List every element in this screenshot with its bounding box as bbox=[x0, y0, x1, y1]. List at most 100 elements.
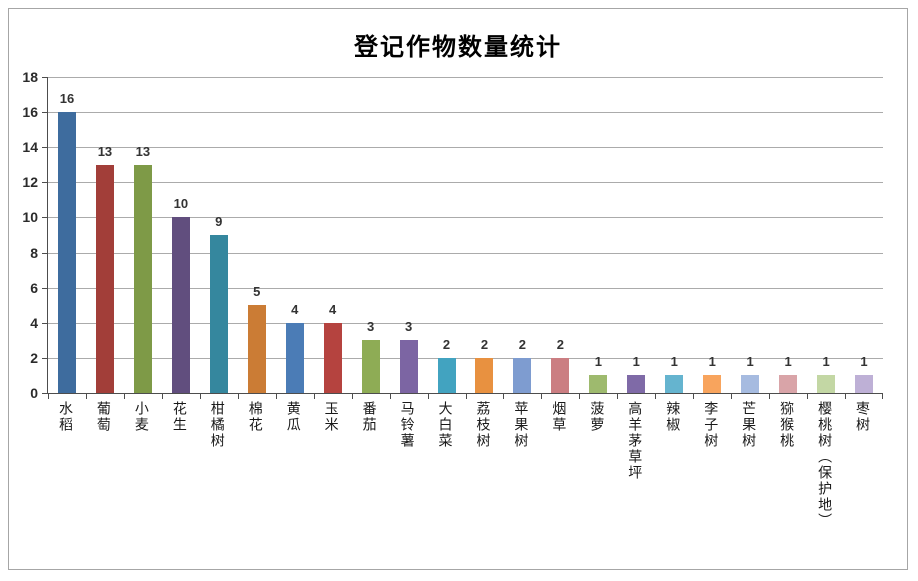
x-axis-tick bbox=[541, 394, 543, 399]
x-axis-tick bbox=[579, 394, 581, 399]
category-label: 玉米 bbox=[323, 401, 340, 433]
x-axis-tick bbox=[351, 394, 353, 399]
bar-番茄 bbox=[361, 340, 380, 393]
bar-value-label: 1 bbox=[784, 354, 792, 370]
category-label: 辣椒 bbox=[665, 401, 682, 433]
bar-辣椒 bbox=[665, 375, 684, 393]
y-tick-label: 12 bbox=[22, 174, 38, 191]
y-tick-label: 18 bbox=[22, 69, 38, 85]
bar-葡萄 bbox=[95, 164, 114, 393]
chart-title: 登记作物数量统计 bbox=[354, 34, 562, 61]
gridline-y-10 bbox=[48, 217, 883, 219]
bar-菠萝 bbox=[589, 375, 608, 393]
x-axis-tick bbox=[807, 394, 809, 399]
y-axis-tick bbox=[42, 147, 48, 149]
bar-value-label: 1 bbox=[594, 354, 602, 370]
bar-value-label: 13 bbox=[97, 143, 113, 159]
x-axis-line bbox=[47, 393, 883, 394]
category-label: 黄瓜 bbox=[285, 401, 302, 433]
category-label: 李子树 bbox=[703, 401, 720, 449]
bar-水稻 bbox=[57, 112, 76, 393]
category-label: 菠萝 bbox=[589, 401, 606, 433]
bar-荔枝树 bbox=[475, 357, 494, 393]
y-tick-label: 10 bbox=[22, 209, 38, 226]
bar-value-label: 3 bbox=[366, 319, 375, 335]
y-tick-label: 16 bbox=[22, 104, 38, 121]
x-axis-tick bbox=[617, 394, 619, 399]
bar-芒果树 bbox=[741, 375, 760, 393]
y-axis-tick bbox=[42, 393, 48, 394]
x-axis-tick bbox=[845, 394, 847, 399]
category-label: 马铃薯 bbox=[399, 401, 416, 449]
bar-柑橘树 bbox=[209, 235, 228, 393]
category-label: 高羊茅草坪 bbox=[627, 401, 644, 481]
y-axis-tick bbox=[42, 77, 48, 78]
bar-玉米 bbox=[323, 322, 342, 393]
bar-樱桃树（保护地） bbox=[817, 375, 836, 393]
category-label: 番茄 bbox=[361, 401, 378, 433]
bar-棉花 bbox=[247, 305, 266, 393]
category-label: 葡萄 bbox=[95, 401, 112, 433]
category-label: 猕猴桃 bbox=[779, 401, 796, 449]
bar-value-label: 2 bbox=[442, 336, 451, 352]
y-tick-label: 14 bbox=[22, 139, 38, 156]
bar-猕猴桃 bbox=[779, 375, 798, 393]
y-axis-tick bbox=[42, 287, 48, 289]
bar-value-label: 4 bbox=[291, 301, 299, 317]
x-axis-tick bbox=[48, 394, 49, 399]
category-label: 棉花 bbox=[247, 401, 264, 433]
bar-烟草 bbox=[551, 357, 570, 393]
gridline-y-4 bbox=[48, 322, 883, 324]
gridline-y-2 bbox=[48, 357, 883, 359]
bar-value-label: 3 bbox=[404, 319, 413, 335]
x-axis-tick bbox=[161, 394, 163, 399]
category-label: 小麦 bbox=[133, 401, 150, 433]
bar-花生 bbox=[171, 217, 190, 393]
y-tick-label: 4 bbox=[30, 314, 38, 331]
gridline-y-8 bbox=[48, 252, 883, 254]
category-label: 水稻 bbox=[57, 401, 74, 433]
category-label: 荔枝树 bbox=[475, 401, 492, 449]
x-axis-tick bbox=[693, 394, 695, 399]
y-axis-tick bbox=[42, 112, 48, 114]
category-label: 烟草 bbox=[551, 401, 568, 433]
y-tick-label: 2 bbox=[30, 349, 38, 366]
bar-value-label: 2 bbox=[556, 336, 564, 352]
bar-value-label: 1 bbox=[632, 354, 640, 370]
category-label: 柑橘树 bbox=[209, 401, 226, 449]
plot-area: 0 2 4 6 8 10 12 14 16 18 16 水稻 13 葡萄 13 小麦 10 花生 9 柑橘树 5 棉花 4 黄… bbox=[22, 69, 883, 529]
y-axis-tick bbox=[42, 182, 48, 184]
category-label: 芒果树 bbox=[741, 401, 758, 449]
x-axis-tick bbox=[731, 394, 733, 399]
y-axis-tick bbox=[42, 357, 48, 359]
x-axis-tick bbox=[123, 394, 125, 399]
y-tick-label: 0 bbox=[30, 385, 38, 401]
x-axis-tick bbox=[882, 394, 883, 399]
category-label: 大白菜 bbox=[437, 401, 454, 449]
y-axis-tick bbox=[42, 252, 48, 254]
gridline-y-16 bbox=[48, 112, 883, 114]
x-axis-tick bbox=[389, 394, 391, 399]
x-axis-tick bbox=[275, 394, 277, 399]
bar-value-label: 16 bbox=[59, 91, 75, 107]
y-tick-label: 6 bbox=[30, 279, 38, 296]
bar-苹果树 bbox=[513, 357, 532, 393]
bar-value-label: 1 bbox=[708, 354, 716, 370]
bar-value-label: 10 bbox=[173, 196, 189, 212]
bar-value-label: 9 bbox=[215, 214, 223, 229]
category-label: 苹果树 bbox=[513, 401, 530, 449]
bar-value-label: 13 bbox=[135, 143, 151, 159]
gridline-y-12 bbox=[48, 182, 883, 184]
y-tick-label: 8 bbox=[30, 244, 38, 261]
bar-马铃薯 bbox=[399, 340, 418, 393]
y-axis-tick bbox=[42, 322, 48, 324]
gridline-y-6 bbox=[48, 287, 883, 289]
x-axis-tick bbox=[199, 394, 201, 399]
bar-value-label: 2 bbox=[518, 336, 527, 352]
bar-枣树 bbox=[855, 375, 874, 393]
chart-frame: 登记作物数量统计 0 2 4 6 8 10 12 14 16 18 16 水稻 13 葡萄 13 小麦 10 花生… bbox=[8, 8, 908, 570]
x-axis-tick bbox=[503, 394, 505, 399]
bar-李子树 bbox=[703, 375, 722, 393]
bar-大白菜 bbox=[437, 357, 456, 393]
